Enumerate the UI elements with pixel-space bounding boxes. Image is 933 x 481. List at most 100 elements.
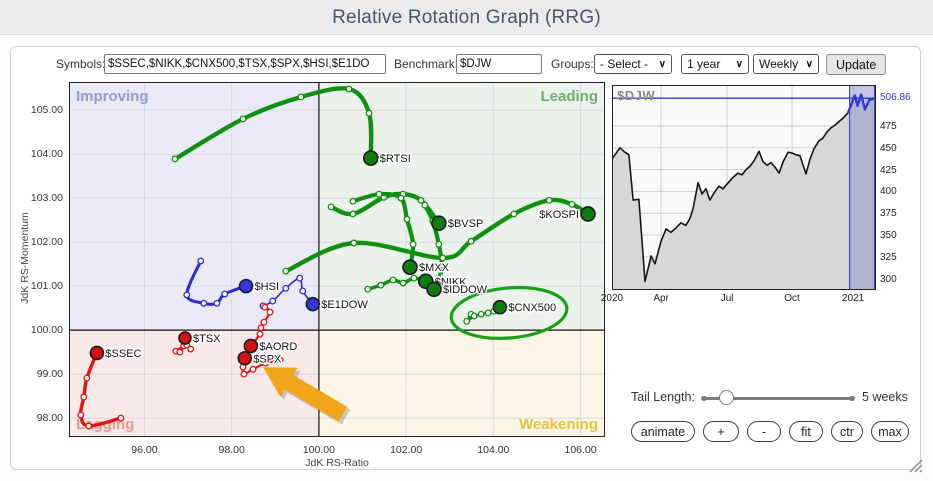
groups-label: Groups: <box>551 57 594 71</box>
trail-marker <box>409 240 417 248</box>
quadrant-improving <box>69 82 319 331</box>
quadrant-label-weakening: Weakening <box>519 416 598 433</box>
trail-marker <box>545 196 553 204</box>
symbol-dot-$CNX500[interactable] <box>492 299 508 315</box>
benchmark-input[interactable] <box>456 54 542 74</box>
trail-marker <box>397 194 405 202</box>
trail-marker <box>463 317 471 325</box>
benchmark-y-tick-label: 450 <box>880 142 897 154</box>
groups-select-value: - Select - <box>600 57 649 71</box>
trail-marker <box>345 85 353 93</box>
animate-button[interactable]: animate <box>631 421 695 442</box>
trail-marker <box>240 370 248 378</box>
trail-marker <box>249 365 257 373</box>
benchmark-x-tick-label: 2021 <box>841 293 865 304</box>
trail-marker <box>377 281 385 289</box>
symbol-label-$HSI: $HSI <box>255 281 279 293</box>
symbol-label-$MXX: $MXX <box>419 262 450 274</box>
symbol-dot-$MXX[interactable] <box>402 259 418 275</box>
benchmark-x-tick-label: Apr <box>653 293 669 304</box>
fit-button[interactable]: fit <box>789 421 823 442</box>
frequency-select-value: Weekly <box>759 57 799 71</box>
trail-marker <box>77 411 85 419</box>
period-select[interactable]: 1 year ∨ <box>681 54 749 74</box>
symbol-dot-$SSEC[interactable] <box>89 345 105 361</box>
benchmark-y-tick-label: 350 <box>880 230 897 242</box>
slider-handle[interactable] <box>719 390 734 405</box>
trail-marker <box>477 310 485 318</box>
trail-marker <box>439 254 447 262</box>
y-tick-label: 101.00 <box>30 280 63 293</box>
trail-marker <box>80 393 88 401</box>
benchmark-y-tick-label: 475 <box>880 121 897 132</box>
benchmark-label: Benchmark: <box>394 57 459 71</box>
trail-marker <box>282 267 290 275</box>
symbol-dot-$RTSI[interactable] <box>362 150 379 166</box>
trail-marker <box>183 291 191 299</box>
trail-marker <box>470 312 478 320</box>
trail-marker <box>197 257 205 265</box>
trail-marker <box>85 422 93 430</box>
symbol-dot-$KOSPI[interactable] <box>580 206 596 222</box>
trail-marker <box>399 279 407 287</box>
frequency-select[interactable]: Weekly ∨ <box>753 54 819 74</box>
trail-marker <box>438 261 446 269</box>
symbol-label-$AORD: $AORD <box>259 341 297 353</box>
symbol-dot-$E1DOW[interactable] <box>305 296 321 312</box>
trail-marker <box>375 190 383 198</box>
trail-marker <box>568 200 576 208</box>
benchmark-last-value: 506.86 <box>880 92 911 104</box>
trail-marker <box>276 356 284 364</box>
symbol-label-$KOSPI: $KOSPI <box>539 209 579 221</box>
titlebar: Relative Rotation Graph (RRG) <box>0 0 933 35</box>
slider-track[interactable] <box>701 396 855 401</box>
center-button[interactable]: ctr <box>831 421 863 442</box>
benchmark-y-tick-label: 425 <box>880 164 897 176</box>
benchmark-y-tick-label: 325 <box>880 251 897 263</box>
x-tick-label: 102.00 <box>390 444 423 456</box>
x-tick-label: 96.00 <box>131 444 158 456</box>
x-tick-label: 106.00 <box>564 444 597 456</box>
trail-marker <box>260 318 268 326</box>
benchmark-chart <box>612 85 876 290</box>
symbol-dot-$TSX[interactable] <box>178 331 192 345</box>
trail-marker <box>213 299 221 307</box>
groups-select[interactable]: - Select - ∨ <box>594 54 672 74</box>
resize-handle-icon[interactable] <box>904 457 924 473</box>
trail-marker <box>349 210 357 218</box>
x-tick-label: 100.00 <box>302 444 335 456</box>
symbol-dot-$BVSP[interactable] <box>431 215 447 232</box>
symbol-label-$IDDOW: $IDDOW <box>443 284 488 296</box>
y-tick-label: 99.00 <box>36 368 63 381</box>
trail-marker <box>296 274 304 282</box>
benchmark-y-tick-label: 300 <box>880 273 897 285</box>
symbol-label-$RTSI: $RTSI <box>380 153 411 165</box>
tail-period-highlight <box>849 85 876 290</box>
symbol-label-$CNX500: $CNX500 <box>508 302 556 314</box>
trail-marker <box>410 274 418 282</box>
maximize-button[interactable]: max <box>871 421 909 442</box>
benchmark-x-tick-label: Jul <box>720 293 734 304</box>
trail-marker <box>171 155 179 163</box>
trail-marker <box>187 345 195 353</box>
symbol-dot-$SPX[interactable] <box>237 350 253 366</box>
trail-marker <box>297 93 305 101</box>
trail-marker <box>261 303 269 311</box>
symbol-dot-$AORD[interactable] <box>243 338 259 354</box>
symbol-dot-$HSI[interactable] <box>238 278 254 294</box>
symbols-input[interactable] <box>104 54 386 74</box>
quadrant-label-leading: Leading <box>540 88 598 105</box>
zoom-in-button[interactable]: + <box>703 421 739 442</box>
symbol-label-$BVSP: $BVSP <box>448 218 483 230</box>
tail-length-slider[interactable] <box>701 390 855 406</box>
quadrant-weakening <box>318 330 605 437</box>
symbol-label-$E1DOW: $E1DOW <box>321 299 368 311</box>
trail-marker <box>282 284 290 292</box>
zoom-out-button[interactable]: - <box>747 421 781 442</box>
main-panel: Symbols: Benchmark: Groups: - Select - ∨… <box>10 46 924 473</box>
symbol-dot-$IDDOW[interactable] <box>426 281 442 297</box>
update-button[interactable]: Update <box>826 54 887 75</box>
trail-marker <box>327 203 335 211</box>
chevron-down-icon: ∨ <box>805 58 813 70</box>
